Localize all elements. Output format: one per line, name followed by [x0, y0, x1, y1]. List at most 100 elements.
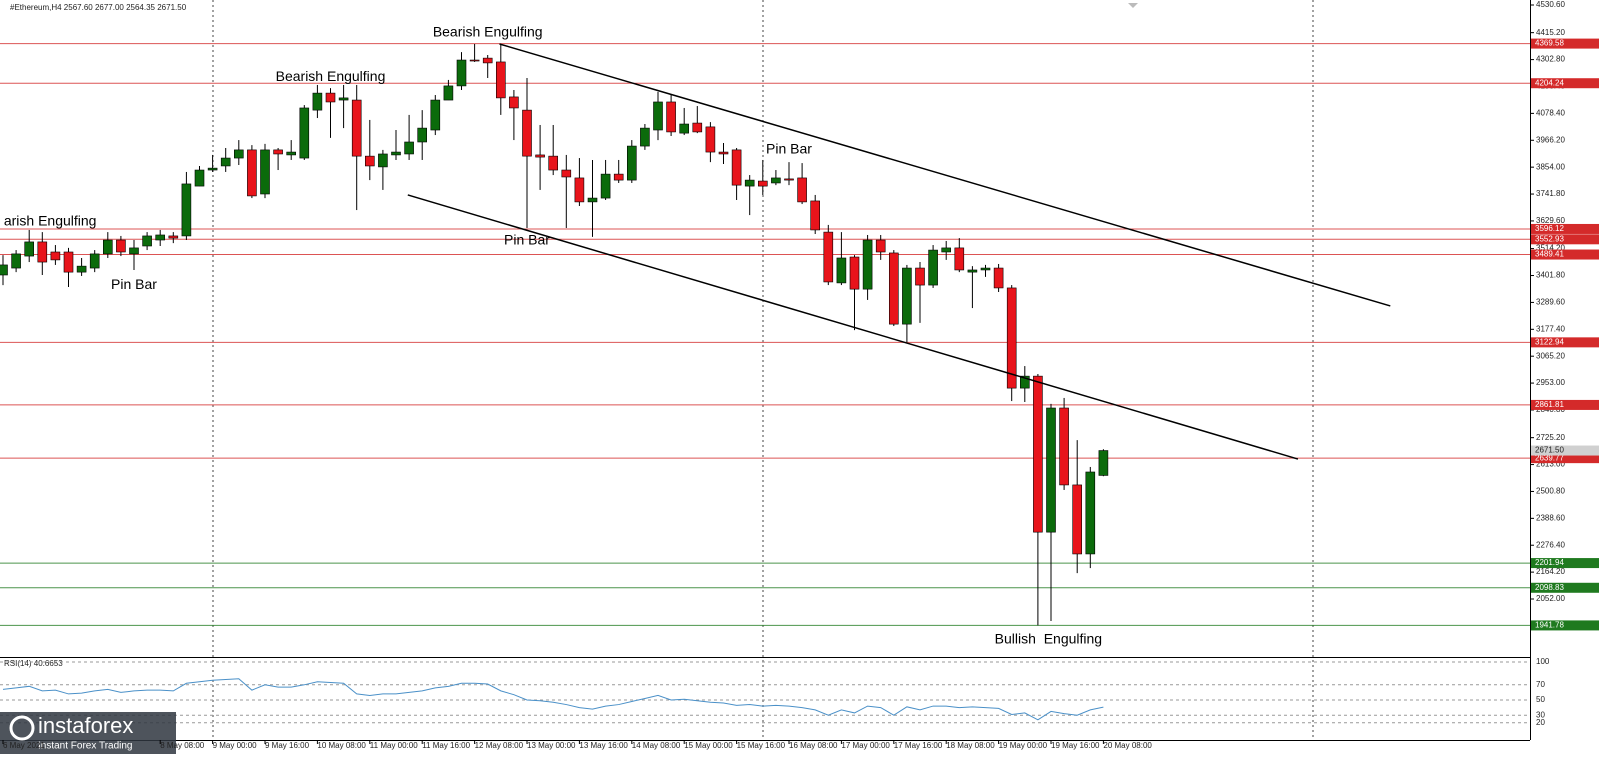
- candle-body: [273, 149, 283, 155]
- candle-body: [286, 151, 297, 156]
- candle-body: [548, 155, 559, 171]
- candle-body: [509, 96, 519, 109]
- y-tick-label: 2164.20: [1536, 567, 1565, 576]
- y-tick-label: 4078.40: [1536, 108, 1565, 117]
- candle-body: [1019, 375, 1030, 389]
- y-tick-label: 2388.60: [1536, 513, 1565, 522]
- level-label-box: [1531, 78, 1599, 89]
- level-label: 3122.94: [1535, 337, 1564, 346]
- pattern-annotation: Pin Bar: [504, 232, 550, 248]
- level-label-box: [1531, 234, 1599, 245]
- candle-body: [404, 141, 414, 155]
- rsi-tick-label: 100: [1536, 657, 1550, 666]
- x-tick-label: 17 May 00:00: [841, 741, 890, 750]
- x-tick-label: 10 May 08:00: [317, 741, 366, 750]
- y-tick-label: 3629.60: [1536, 216, 1565, 225]
- candle-body: [247, 149, 257, 197]
- candle-body: [456, 59, 467, 87]
- x-tick-label: 9 May 16:00: [265, 741, 310, 750]
- level-label-box: [1531, 582, 1599, 593]
- level-label-box: [1531, 399, 1599, 410]
- trendline: [499, 43, 1391, 307]
- x-tick-label: 11 May 00:00: [370, 741, 418, 750]
- x-tick-label: 8 May 08:00: [160, 741, 205, 750]
- candle-body: [522, 109, 532, 157]
- candle-body: [705, 126, 716, 153]
- candle-body: [76, 265, 87, 273]
- y-tick-label: 4415.20: [1536, 28, 1565, 37]
- y-tick-label: 3514.20: [1536, 244, 1565, 253]
- x-tick-label: 15 May 00:00: [684, 741, 733, 750]
- x-tick-label: 13 May 00:00: [527, 741, 576, 750]
- candle-body: [129, 247, 139, 255]
- candle-body: [299, 107, 310, 159]
- candle-body: [823, 231, 834, 283]
- pattern-annotation: Bearish Engulfing: [276, 68, 386, 84]
- y-tick-label: 2500.80: [1536, 487, 1565, 496]
- candle-body: [417, 127, 428, 143]
- level-label-box: [1531, 249, 1599, 260]
- candle-body: [1085, 471, 1096, 555]
- trendline: [407, 194, 1299, 460]
- level-label-box: [1531, 38, 1599, 49]
- candle-body: [89, 253, 100, 269]
- candle-body: [718, 151, 729, 155]
- x-tick-label: 9 May 00:00: [213, 741, 258, 750]
- logo-name: instaforex: [38, 713, 133, 738]
- chart-header: #Ethereum,H4 2567.60 2677.00 2564.35 267…: [10, 3, 187, 12]
- y-tick-label: 2725.20: [1536, 433, 1565, 442]
- candle-body: [378, 153, 388, 168]
- candle-body: [928, 249, 938, 286]
- candle-body: [482, 57, 493, 64]
- candle-body: [260, 149, 270, 195]
- x-tick-label: 14 May 08:00: [632, 741, 681, 750]
- logo-icon: [9, 715, 35, 741]
- x-tick-label: 6 May 2021: [3, 741, 45, 750]
- level-label-box: [1531, 558, 1599, 569]
- candle-body: [391, 151, 401, 156]
- candle-body: [902, 267, 912, 325]
- candle-body: [613, 173, 624, 181]
- candle-body: [757, 180, 768, 187]
- candle-body: [1033, 375, 1043, 533]
- pattern-annotation: Bearish Engulfing: [433, 24, 543, 40]
- candle-body: [836, 257, 847, 284]
- candle-body: [771, 177, 781, 184]
- x-tick-label: 19 May 00:00: [999, 741, 1048, 750]
- level-label: 4204.24: [1535, 78, 1564, 87]
- candle-body: [600, 173, 611, 199]
- candle-body: [312, 92, 323, 111]
- level-label: 2098.83: [1535, 583, 1564, 592]
- pattern-annotation: Bullish Engulfing: [995, 631, 1102, 647]
- candle-body: [810, 200, 821, 231]
- candle-body: [941, 247, 952, 253]
- candle-body: [0, 264, 8, 276]
- candle-body: [915, 267, 925, 286]
- candle-body: [194, 169, 205, 187]
- x-tick-label: 12 May 08:00: [475, 741, 524, 750]
- candle-body: [731, 149, 742, 186]
- candle-body: [351, 99, 362, 157]
- candle-body: [325, 92, 336, 103]
- y-tick-label: 2613.00: [1536, 460, 1565, 469]
- candle-body: [993, 267, 1004, 289]
- candle-body: [469, 59, 480, 62]
- level-label-box: [1531, 453, 1599, 464]
- y-tick-label: 2276.40: [1536, 540, 1565, 549]
- candle-body: [561, 169, 572, 178]
- candle-body: [443, 85, 454, 101]
- candle-body: [653, 101, 663, 131]
- level-label-box: [1531, 620, 1599, 631]
- x-tick-label: 15 May 16:00: [737, 741, 786, 750]
- y-tick-label: 3741.80: [1536, 189, 1565, 198]
- pattern-annotation: arish Engulfing: [4, 213, 97, 229]
- candle-body: [967, 269, 978, 273]
- x-tick-label: 19 May 16:00: [1051, 741, 1100, 750]
- level-label: 2201.94: [1535, 558, 1564, 567]
- candle-body: [338, 97, 349, 101]
- shift-marker: [1128, 3, 1138, 8]
- rsi-tick-label: 50: [1536, 695, 1545, 704]
- y-tick-label: 4530.60: [1536, 0, 1565, 9]
- level-label: 1941.78: [1535, 621, 1564, 630]
